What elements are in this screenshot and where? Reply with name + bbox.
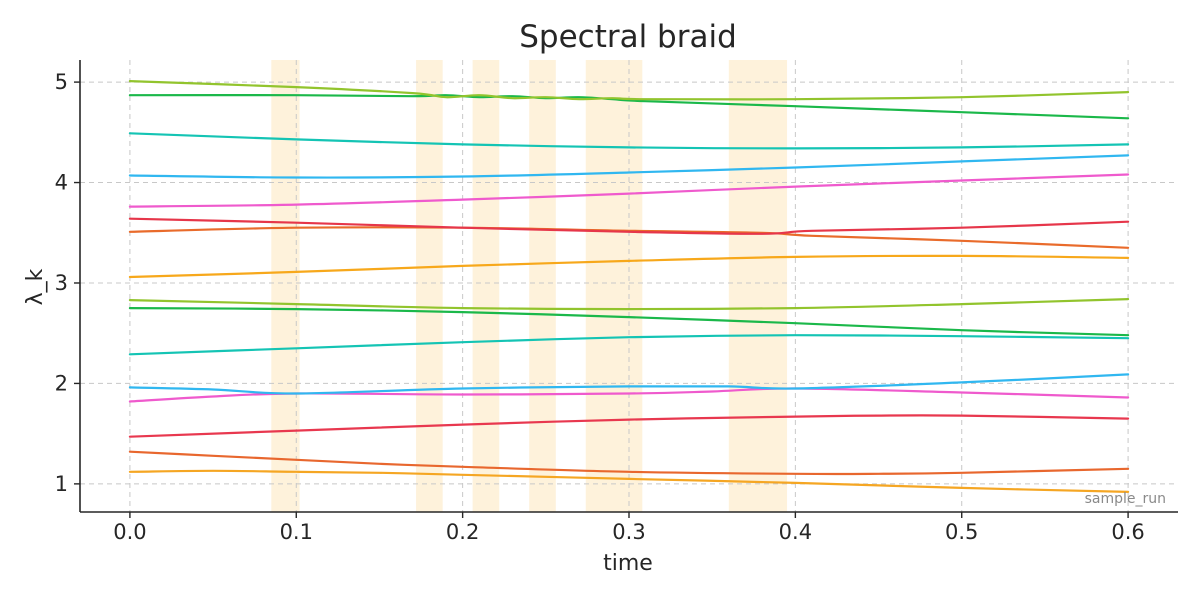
series-line-10 bbox=[128, 217, 1130, 235]
series-line-9 bbox=[128, 226, 1130, 249]
run-annotation: sample_run bbox=[1085, 491, 1166, 507]
series-line-6 bbox=[128, 307, 1130, 337]
series-line-15 bbox=[128, 80, 1130, 101]
y-tick-label-0: 1 bbox=[55, 472, 68, 496]
series-line-3 bbox=[128, 387, 1130, 403]
highlight-band-4 bbox=[585, 60, 643, 512]
y-tick-label-2: 3 bbox=[55, 271, 68, 295]
series-line-4 bbox=[128, 373, 1130, 395]
series-line-8 bbox=[128, 254, 1130, 279]
axes bbox=[74, 60, 1178, 518]
series-line-12 bbox=[128, 154, 1130, 179]
y-axis-label: λ_k bbox=[23, 268, 48, 305]
y-tick-label-4: 5 bbox=[55, 70, 68, 94]
series-line-1 bbox=[128, 450, 1130, 476]
highlight-band-1 bbox=[416, 60, 443, 512]
x-tick-label-0: 0.0 bbox=[113, 520, 146, 544]
highlight-band-5 bbox=[728, 60, 788, 512]
chart-title: Spectral braid bbox=[519, 19, 737, 55]
series-line-5 bbox=[128, 334, 1130, 356]
x-axis-label: time bbox=[603, 551, 653, 576]
highlight-band-2 bbox=[472, 60, 500, 512]
x-tick-label-3: 0.3 bbox=[612, 520, 645, 544]
x-tick-label-1: 0.1 bbox=[280, 520, 313, 544]
series-line-7 bbox=[128, 298, 1130, 311]
series-line-0 bbox=[128, 469, 1130, 493]
series-line-2 bbox=[128, 414, 1130, 438]
y-tick-label-3: 4 bbox=[55, 171, 68, 195]
highlight-bands bbox=[271, 60, 788, 512]
highlight-band-0 bbox=[271, 60, 300, 512]
x-tick-label-4: 0.4 bbox=[779, 520, 812, 544]
highlight-band-3 bbox=[529, 60, 556, 512]
tick-labels: 0.0 0.1 0.2 0.3 0.4 0.5 0.6 1 2 3 4 5 bbox=[55, 70, 1145, 544]
grid-lines bbox=[80, 60, 1178, 512]
series-line-11 bbox=[128, 173, 1130, 208]
x-tick-label-5: 0.5 bbox=[945, 520, 978, 544]
x-tick-label-2: 0.2 bbox=[446, 520, 479, 544]
x-tick-label-6: 0.6 bbox=[1111, 520, 1144, 544]
y-tick-label-1: 2 bbox=[55, 371, 68, 395]
series-lines bbox=[128, 80, 1130, 493]
series-line-13 bbox=[128, 132, 1130, 150]
